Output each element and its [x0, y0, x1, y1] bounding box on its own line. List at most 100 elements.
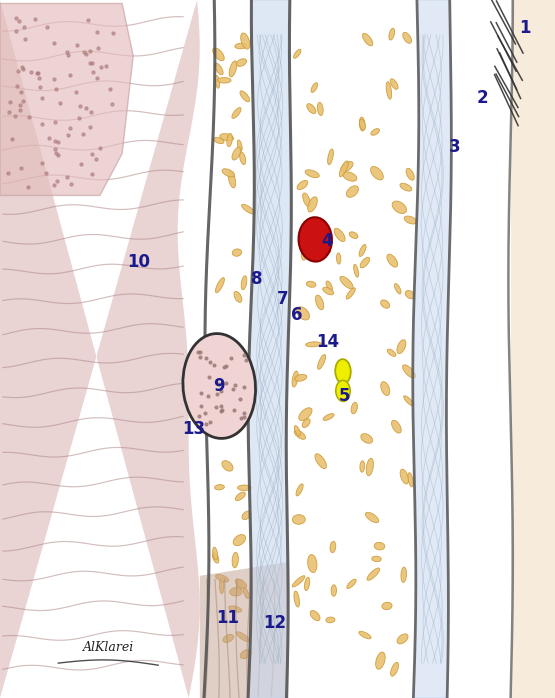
Ellipse shape [243, 588, 249, 599]
Ellipse shape [391, 662, 398, 676]
Ellipse shape [400, 469, 408, 484]
Ellipse shape [397, 634, 408, 644]
Ellipse shape [339, 161, 348, 177]
Ellipse shape [331, 585, 336, 596]
Ellipse shape [302, 419, 310, 428]
Ellipse shape [235, 366, 248, 373]
Ellipse shape [233, 425, 241, 435]
Text: AlKlarei: AlKlarei [83, 641, 134, 654]
Ellipse shape [362, 34, 373, 46]
Polygon shape [0, 0, 200, 698]
Ellipse shape [294, 49, 301, 59]
Ellipse shape [235, 43, 247, 49]
Text: 4: 4 [322, 232, 333, 250]
Text: 8: 8 [251, 270, 262, 288]
Ellipse shape [381, 382, 390, 396]
Text: 7: 7 [278, 290, 289, 308]
Text: 12: 12 [263, 614, 286, 632]
Ellipse shape [366, 459, 374, 476]
Ellipse shape [294, 591, 300, 607]
Ellipse shape [408, 473, 413, 487]
Ellipse shape [219, 349, 229, 364]
Ellipse shape [343, 172, 357, 181]
Ellipse shape [315, 454, 326, 468]
Text: 3: 3 [450, 138, 461, 156]
Ellipse shape [236, 632, 249, 641]
Ellipse shape [334, 228, 345, 242]
Ellipse shape [306, 281, 316, 288]
Ellipse shape [372, 556, 381, 562]
Ellipse shape [311, 82, 317, 92]
Ellipse shape [305, 170, 319, 178]
Ellipse shape [306, 342, 321, 347]
Ellipse shape [392, 201, 406, 214]
Ellipse shape [405, 290, 415, 299]
Ellipse shape [241, 33, 250, 49]
Ellipse shape [327, 149, 334, 165]
Ellipse shape [402, 365, 416, 378]
Polygon shape [0, 3, 133, 195]
Ellipse shape [233, 535, 245, 546]
Ellipse shape [241, 205, 255, 214]
Text: 2: 2 [477, 89, 488, 107]
Ellipse shape [360, 258, 370, 268]
Ellipse shape [224, 418, 236, 427]
Ellipse shape [346, 186, 359, 198]
Ellipse shape [392, 420, 401, 433]
Ellipse shape [359, 117, 365, 131]
Ellipse shape [341, 161, 353, 172]
Ellipse shape [209, 383, 221, 399]
Ellipse shape [215, 75, 220, 88]
Ellipse shape [389, 28, 395, 40]
Text: 9: 9 [214, 377, 225, 395]
Ellipse shape [230, 588, 242, 596]
Ellipse shape [336, 380, 350, 401]
Text: 14: 14 [316, 333, 339, 351]
Ellipse shape [292, 514, 305, 524]
Ellipse shape [232, 249, 241, 256]
Ellipse shape [215, 278, 224, 292]
Ellipse shape [219, 423, 231, 430]
Ellipse shape [323, 287, 334, 295]
Ellipse shape [296, 484, 303, 496]
Ellipse shape [351, 402, 357, 414]
Ellipse shape [359, 631, 371, 639]
Ellipse shape [305, 577, 310, 591]
Ellipse shape [218, 77, 231, 83]
Ellipse shape [294, 426, 300, 436]
Text: 6: 6 [291, 306, 302, 325]
Ellipse shape [340, 276, 353, 289]
Ellipse shape [371, 128, 380, 135]
Ellipse shape [232, 107, 241, 119]
Ellipse shape [376, 652, 385, 669]
Ellipse shape [360, 119, 366, 130]
Ellipse shape [307, 104, 316, 114]
Ellipse shape [395, 283, 401, 294]
Ellipse shape [381, 300, 390, 309]
Text: 11: 11 [216, 609, 239, 627]
Ellipse shape [219, 334, 229, 344]
Ellipse shape [382, 602, 392, 609]
Ellipse shape [222, 461, 233, 471]
Ellipse shape [401, 567, 406, 582]
Ellipse shape [299, 217, 332, 262]
Ellipse shape [317, 103, 323, 115]
Ellipse shape [347, 579, 356, 588]
Ellipse shape [223, 634, 234, 642]
Ellipse shape [183, 334, 255, 438]
Ellipse shape [386, 82, 392, 99]
Ellipse shape [367, 568, 380, 580]
Ellipse shape [397, 340, 406, 354]
Ellipse shape [240, 650, 252, 659]
Ellipse shape [238, 485, 251, 491]
Ellipse shape [404, 216, 417, 224]
Ellipse shape [301, 242, 309, 260]
Ellipse shape [302, 193, 310, 207]
Ellipse shape [229, 606, 241, 612]
Ellipse shape [335, 359, 351, 383]
Ellipse shape [299, 408, 312, 420]
Ellipse shape [229, 61, 237, 77]
Bar [511, 0, 555, 698]
Ellipse shape [296, 307, 310, 320]
Ellipse shape [325, 235, 331, 253]
